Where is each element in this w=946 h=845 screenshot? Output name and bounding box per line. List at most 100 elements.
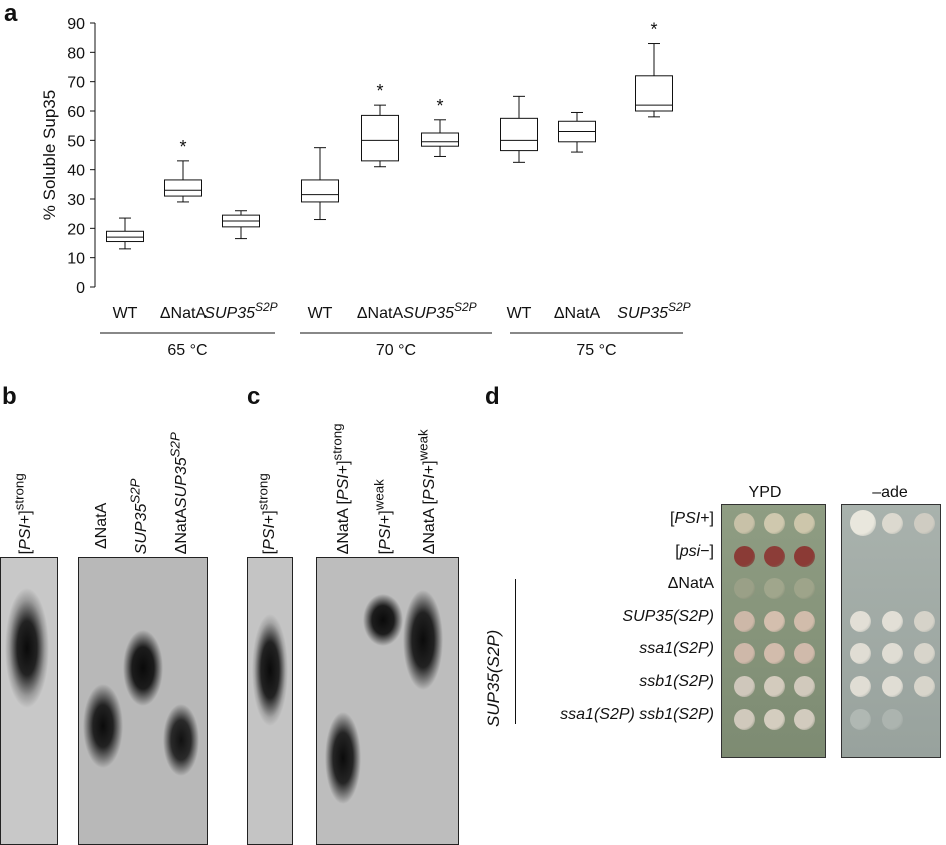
ypd-spot-4-2 [794, 643, 815, 664]
blot-c-left [247, 557, 293, 845]
ade-spot-0-0 [850, 510, 876, 536]
blot-c-lane-3-label: [PSI+]weak [371, 479, 394, 555]
x-category-label-1-2: SUP35S2P [403, 300, 476, 322]
blot-b-right [78, 557, 208, 845]
blot-c-lane-4-label: ΔNatA [PSI+]weak [415, 429, 438, 555]
box-1-2 [421, 132, 459, 147]
ypd-spot-2-2 [794, 578, 815, 599]
significance-star-1-1: * [376, 81, 383, 101]
ade-spot-3-1 [882, 611, 903, 632]
y-tick-label-10: 10 [67, 251, 85, 268]
blot-c-lane-1-label: [PSI+]strong [255, 473, 278, 555]
y-tick-label-70: 70 [67, 75, 85, 92]
blot-c-right [316, 557, 459, 845]
ypd-spot-1-0 [734, 546, 755, 567]
x-category-label-0-0: WT [113, 305, 138, 322]
ypd-spot-1-2 [794, 546, 815, 567]
row-label-italic: ssa1(S2P) ssb1(S2P) [560, 706, 714, 723]
box-1-0 [301, 179, 339, 203]
row-label-italic: PSI [674, 510, 701, 527]
ade-spot-0-1 [882, 513, 903, 534]
ypd-spot-0-0 [734, 513, 755, 534]
spot-row-label-2: ΔNatA [668, 576, 714, 592]
ade-spot-4-0 [850, 643, 871, 664]
row-label-italic: ssb1(S2P) [639, 673, 714, 690]
ade-spot-6-1 [882, 709, 903, 730]
y-tick-label-90: 90 [67, 16, 85, 33]
spot-row-label-1: [psi−] [675, 544, 714, 560]
group-label-sup35-s2p: SUP35(S2P) [484, 629, 503, 727]
box-0-0 [106, 230, 144, 243]
ypd-spot-1-1 [764, 546, 785, 567]
ypd-spot-2-0 [734, 578, 755, 599]
ypd-spot-3-0 [734, 611, 755, 632]
column-title-ypd: YPD [748, 484, 782, 501]
box-2-2 [635, 75, 673, 112]
x-category-label-0-2: SUP35S2P [204, 300, 277, 322]
ypd-spot-4-1 [764, 643, 785, 664]
significance-star-1-2: * [436, 96, 443, 116]
ypd-spot-5-2 [794, 676, 815, 697]
y-tick-label-40: 40 [67, 163, 85, 180]
ade-spot-3-0 [850, 611, 871, 632]
ypd-spot-6-2 [794, 709, 815, 730]
ypd-spot-5-1 [764, 676, 785, 697]
blot-b-left [0, 557, 58, 845]
blot-b-lane-1-label: [PSI+]strong [11, 473, 34, 555]
y-tick-label-0: 0 [76, 280, 85, 297]
x-category-label-2-1: ΔNatA [554, 305, 601, 322]
spot-row-label-3: SUP35(S2P) [622, 609, 714, 625]
y-axis-label: % Soluble Sup35 [40, 90, 59, 220]
box-plot-chart: 0 10 20 30 40 50 60 70 80 90 % Soluble Sup35 WT * ΔNa… [40, 16, 691, 359]
group-bracket [515, 579, 516, 724]
ypd-plate [721, 504, 826, 758]
panel-letter-c: c [247, 383, 261, 410]
x-category-label-2-0: WT [507, 305, 532, 322]
box-1-1 [361, 114, 399, 162]
blot-c-lane-2-label: ΔNatA [PSI+]strong [329, 423, 352, 555]
ypd-spot-6-0 [734, 709, 755, 730]
row-label-italic: psi [679, 543, 701, 560]
box-2-0 [500, 117, 538, 152]
row-label-prefix: [ [675, 543, 680, 560]
row-label-suffix: −] [700, 543, 714, 560]
blot-b-lane-3-label: SUP35S2P [127, 478, 150, 555]
panel-letter-a: a [4, 0, 18, 27]
x-category-label-0-1: ΔNatA [160, 305, 207, 322]
ypd-spot-0-2 [794, 513, 815, 534]
ypd-spot-4-0 [734, 643, 755, 664]
ypd-spot-6-1 [764, 709, 785, 730]
blot-b-lane-2-label: ΔNatA [93, 502, 110, 549]
group-label-1: 70 °C [376, 342, 416, 359]
ade-spot-0-2 [914, 513, 935, 534]
ypd-spot-2-1 [764, 578, 785, 599]
panel-letter-d: d [485, 383, 500, 410]
spot-row-label-4: ssa1(S2P) [639, 641, 714, 657]
significance-star-0-1: * [179, 137, 186, 157]
y-tick-label-80: 80 [67, 45, 85, 62]
row-label-prefix: [ [669, 510, 675, 527]
ypd-spot-0-1 [764, 513, 785, 534]
spot-row-label-0: [PSI+] [670, 511, 714, 527]
x-category-label-2-2: SUP35S2P [617, 300, 690, 322]
ade-spot-5-2 [914, 676, 935, 697]
ypd-spot-3-1 [764, 611, 785, 632]
box-0-1 [164, 179, 202, 197]
ade-spot-4-1 [882, 643, 903, 664]
ade-spot-5-1 [882, 676, 903, 697]
panel-letter-b: b [2, 383, 17, 410]
spot-row-label-6: ssa1(S2P) ssb1(S2P) [560, 707, 714, 723]
ypd-spot-5-0 [734, 676, 755, 697]
column-title-ade: –ade [872, 484, 908, 501]
ypd-spot-3-2 [794, 611, 815, 632]
group-label-0: 65 °C [167, 342, 207, 359]
significance-star-2-2: * [650, 20, 657, 40]
group-label-2: 75 °C [576, 342, 616, 359]
y-tick-label-50: 50 [67, 133, 85, 150]
y-tick-label-20: 20 [67, 221, 85, 238]
ade-spot-5-0 [850, 676, 871, 697]
row-label-prefix: ΔNatA [667, 575, 714, 592]
y-tick-label-60: 60 [67, 104, 85, 121]
blot-b-lane-4-label: ΔNatASUP35S2P [167, 432, 190, 555]
row-label-italic: SUP35(S2P) [622, 608, 714, 625]
